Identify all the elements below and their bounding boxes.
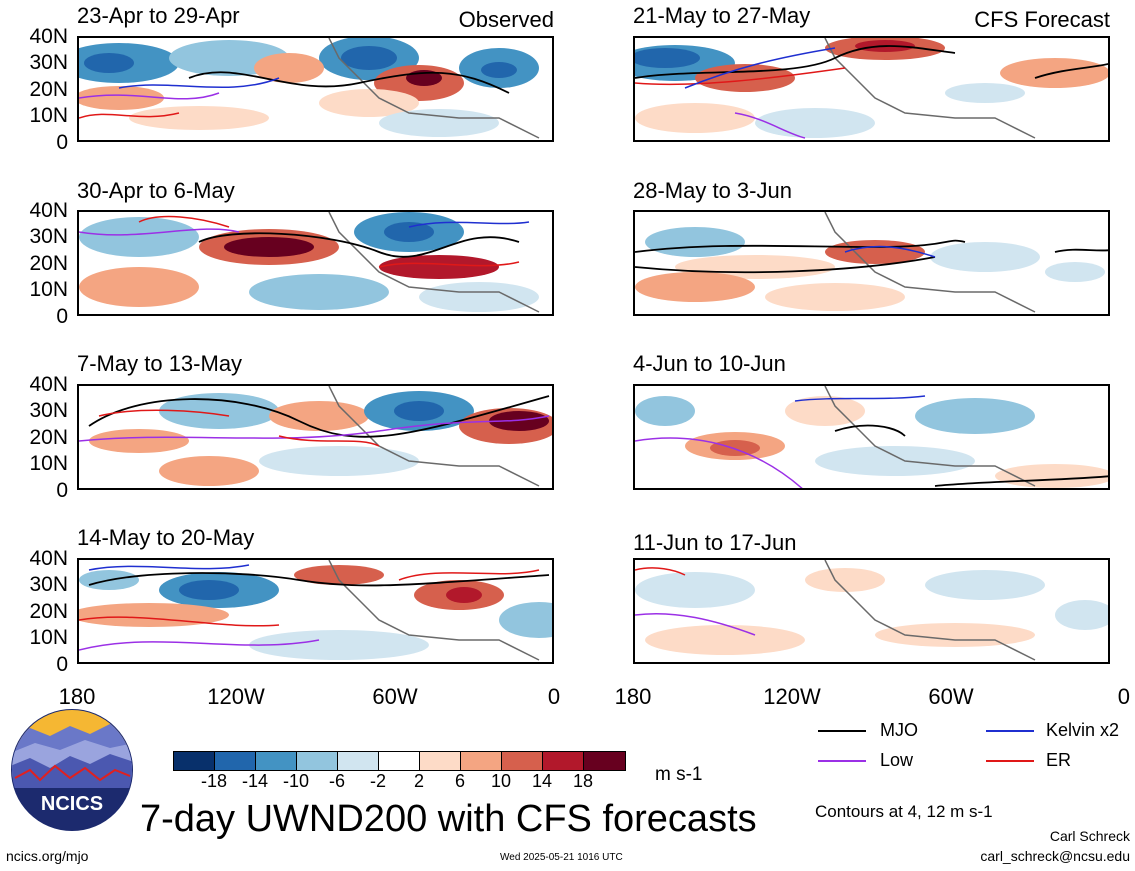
contour-note: Contours at 4, 12 m s-1: [815, 802, 993, 821]
colorbar-swatch: [460, 751, 502, 771]
legend-low-label: Low: [880, 750, 914, 770]
legend-kelvin-line: [986, 730, 1034, 732]
y-tick-label: 0: [56, 305, 68, 328]
colorbar-swatch: [583, 751, 626, 771]
x-tick-label: 180: [614, 684, 652, 709]
x-tick-label: 120W: [207, 684, 265, 709]
x-tick-label: 180: [58, 684, 96, 709]
y-tick-label: 10N: [29, 278, 68, 301]
y-tick-label: 0: [56, 653, 68, 676]
y-tick-label: 40N: [29, 25, 68, 48]
map-panel-1: [77, 36, 554, 142]
colorbar-label: 10: [490, 771, 512, 791]
legend-mjo-line: [818, 730, 866, 732]
colorbar-label: 2: [413, 771, 424, 791]
map-panel-6: [633, 384, 1110, 490]
panel-title: 21-May to 27-May: [633, 3, 811, 28]
y-tick-label: 0: [56, 479, 68, 502]
legend-kelvin-label: Kelvin x2: [1046, 720, 1120, 740]
colorbar-label: -2: [369, 771, 386, 791]
footer-url[interactable]: ncics.org/mjo: [6, 848, 89, 864]
legend-mjo-label: MJO: [880, 720, 918, 740]
map-panel-7: [77, 558, 554, 664]
panel-title: 7-May to 13-May: [77, 351, 243, 376]
panel-title: 28-May to 3-Jun: [633, 178, 792, 203]
colorbar-swatch: [419, 751, 461, 771]
map-panel-8: [633, 558, 1110, 664]
panel-title: 4-Jun to 10-Jun: [633, 351, 786, 376]
colorbar-swatch: [214, 751, 256, 771]
y-tick-label: 20N: [29, 252, 68, 275]
map-panel-2: [633, 36, 1110, 142]
panel-title: 23-Apr to 29-Apr: [77, 3, 240, 28]
map-plot: [635, 560, 1108, 661]
colorbar-swatch: [255, 751, 297, 771]
x-tick-label: 60W: [372, 684, 418, 709]
colorbar-label: -10: [282, 771, 309, 791]
map-plot: [79, 38, 540, 139]
y-tick-label: 40N: [29, 373, 68, 396]
footer-author: Carl Schreck: [1049, 828, 1130, 844]
x-tick-label: 0: [1117, 684, 1130, 709]
panel-title: 30-Apr to 6-May: [77, 178, 235, 203]
panel-title: 11-Jun to 17-Jun: [633, 530, 797, 555]
colorbar-swatch: [337, 751, 379, 771]
map-panel-3: [77, 210, 554, 316]
logo-text: NCICS: [41, 793, 103, 815]
colorbar-swatch: [296, 751, 338, 771]
map-plot: [635, 38, 1108, 139]
colorbar-label: -14: [241, 771, 268, 791]
y-tick-label: 20N: [29, 78, 68, 101]
main-title: 7-day UWND200 with CFS forecasts: [140, 798, 757, 840]
map-plot: [79, 386, 552, 487]
y-tick-label: 10N: [29, 104, 68, 127]
map-panel-5: [77, 384, 554, 490]
colorbar-label: 14: [531, 771, 553, 791]
y-tick-label: 20N: [29, 600, 68, 623]
y-tick-label: 30N: [29, 399, 68, 422]
panel-tag-observed: Observed: [458, 7, 554, 32]
legend-er-label: ER: [1046, 750, 1072, 770]
colorbar-swatch: [378, 751, 420, 771]
y-tick-label: 40N: [29, 547, 68, 570]
map-plot: [635, 212, 1108, 313]
panel-tag-cfs-forecast: CFS Forecast: [974, 7, 1110, 32]
footer-email[interactable]: carl_schreck@ncsu.edu: [980, 848, 1130, 864]
y-tick-label: 10N: [29, 626, 68, 649]
y-tick-label: 30N: [29, 51, 68, 74]
colorbar-label: 6: [454, 771, 465, 791]
legend-er-line: [986, 760, 1034, 762]
y-tick-label: 20N: [29, 426, 68, 449]
colorbar-label: 18: [572, 771, 594, 791]
y-tick-label: 30N: [29, 225, 68, 248]
ncics-logo: NCICS: [10, 708, 134, 832]
colorbar-unit: m s-1: [655, 764, 703, 785]
map-plot: [635, 386, 1108, 488]
map-panel-4: [633, 210, 1110, 316]
y-tick-label: 10N: [29, 452, 68, 475]
colorbar-label: -18: [200, 771, 227, 791]
y-tick-label: 30N: [29, 573, 68, 596]
colorbar-swatch: [542, 751, 584, 771]
colorbar-swatch: [173, 751, 215, 771]
legend-low-line: [818, 760, 866, 762]
x-tick-label: 0: [547, 684, 561, 709]
x-tick-label: 120W: [763, 684, 821, 709]
y-tick-label: 0: [56, 131, 68, 154]
footer-timestamp: Wed 2025-05-21 1016 UTC: [500, 852, 623, 863]
map-plot: [79, 560, 552, 661]
map-plot: [79, 212, 540, 313]
x-tick-label: 60W: [928, 684, 974, 709]
y-tick-label: 40N: [29, 199, 68, 222]
colorbar-swatch: [501, 751, 543, 771]
colorbar-label: -6: [328, 771, 345, 791]
panel-title: 14-May to 20-May: [77, 525, 255, 550]
